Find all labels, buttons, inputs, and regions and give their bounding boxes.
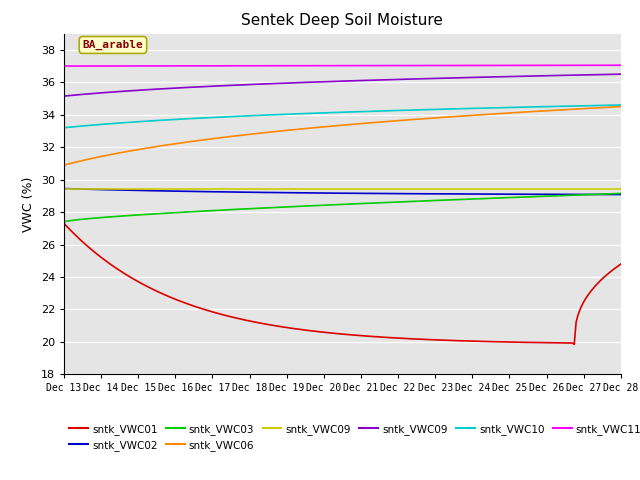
Y-axis label: VWC (%): VWC (%) <box>22 176 35 232</box>
Title: Sentek Deep Soil Moisture: Sentek Deep Soil Moisture <box>241 13 444 28</box>
Legend: sntk_VWC01, sntk_VWC02, sntk_VWC03, sntk_VWC06, sntk_VWC09, sntk_VWC09, sntk_VWC: sntk_VWC01, sntk_VWC02, sntk_VWC03, sntk… <box>69 424 640 451</box>
Text: BA_arable: BA_arable <box>83 40 143 50</box>
